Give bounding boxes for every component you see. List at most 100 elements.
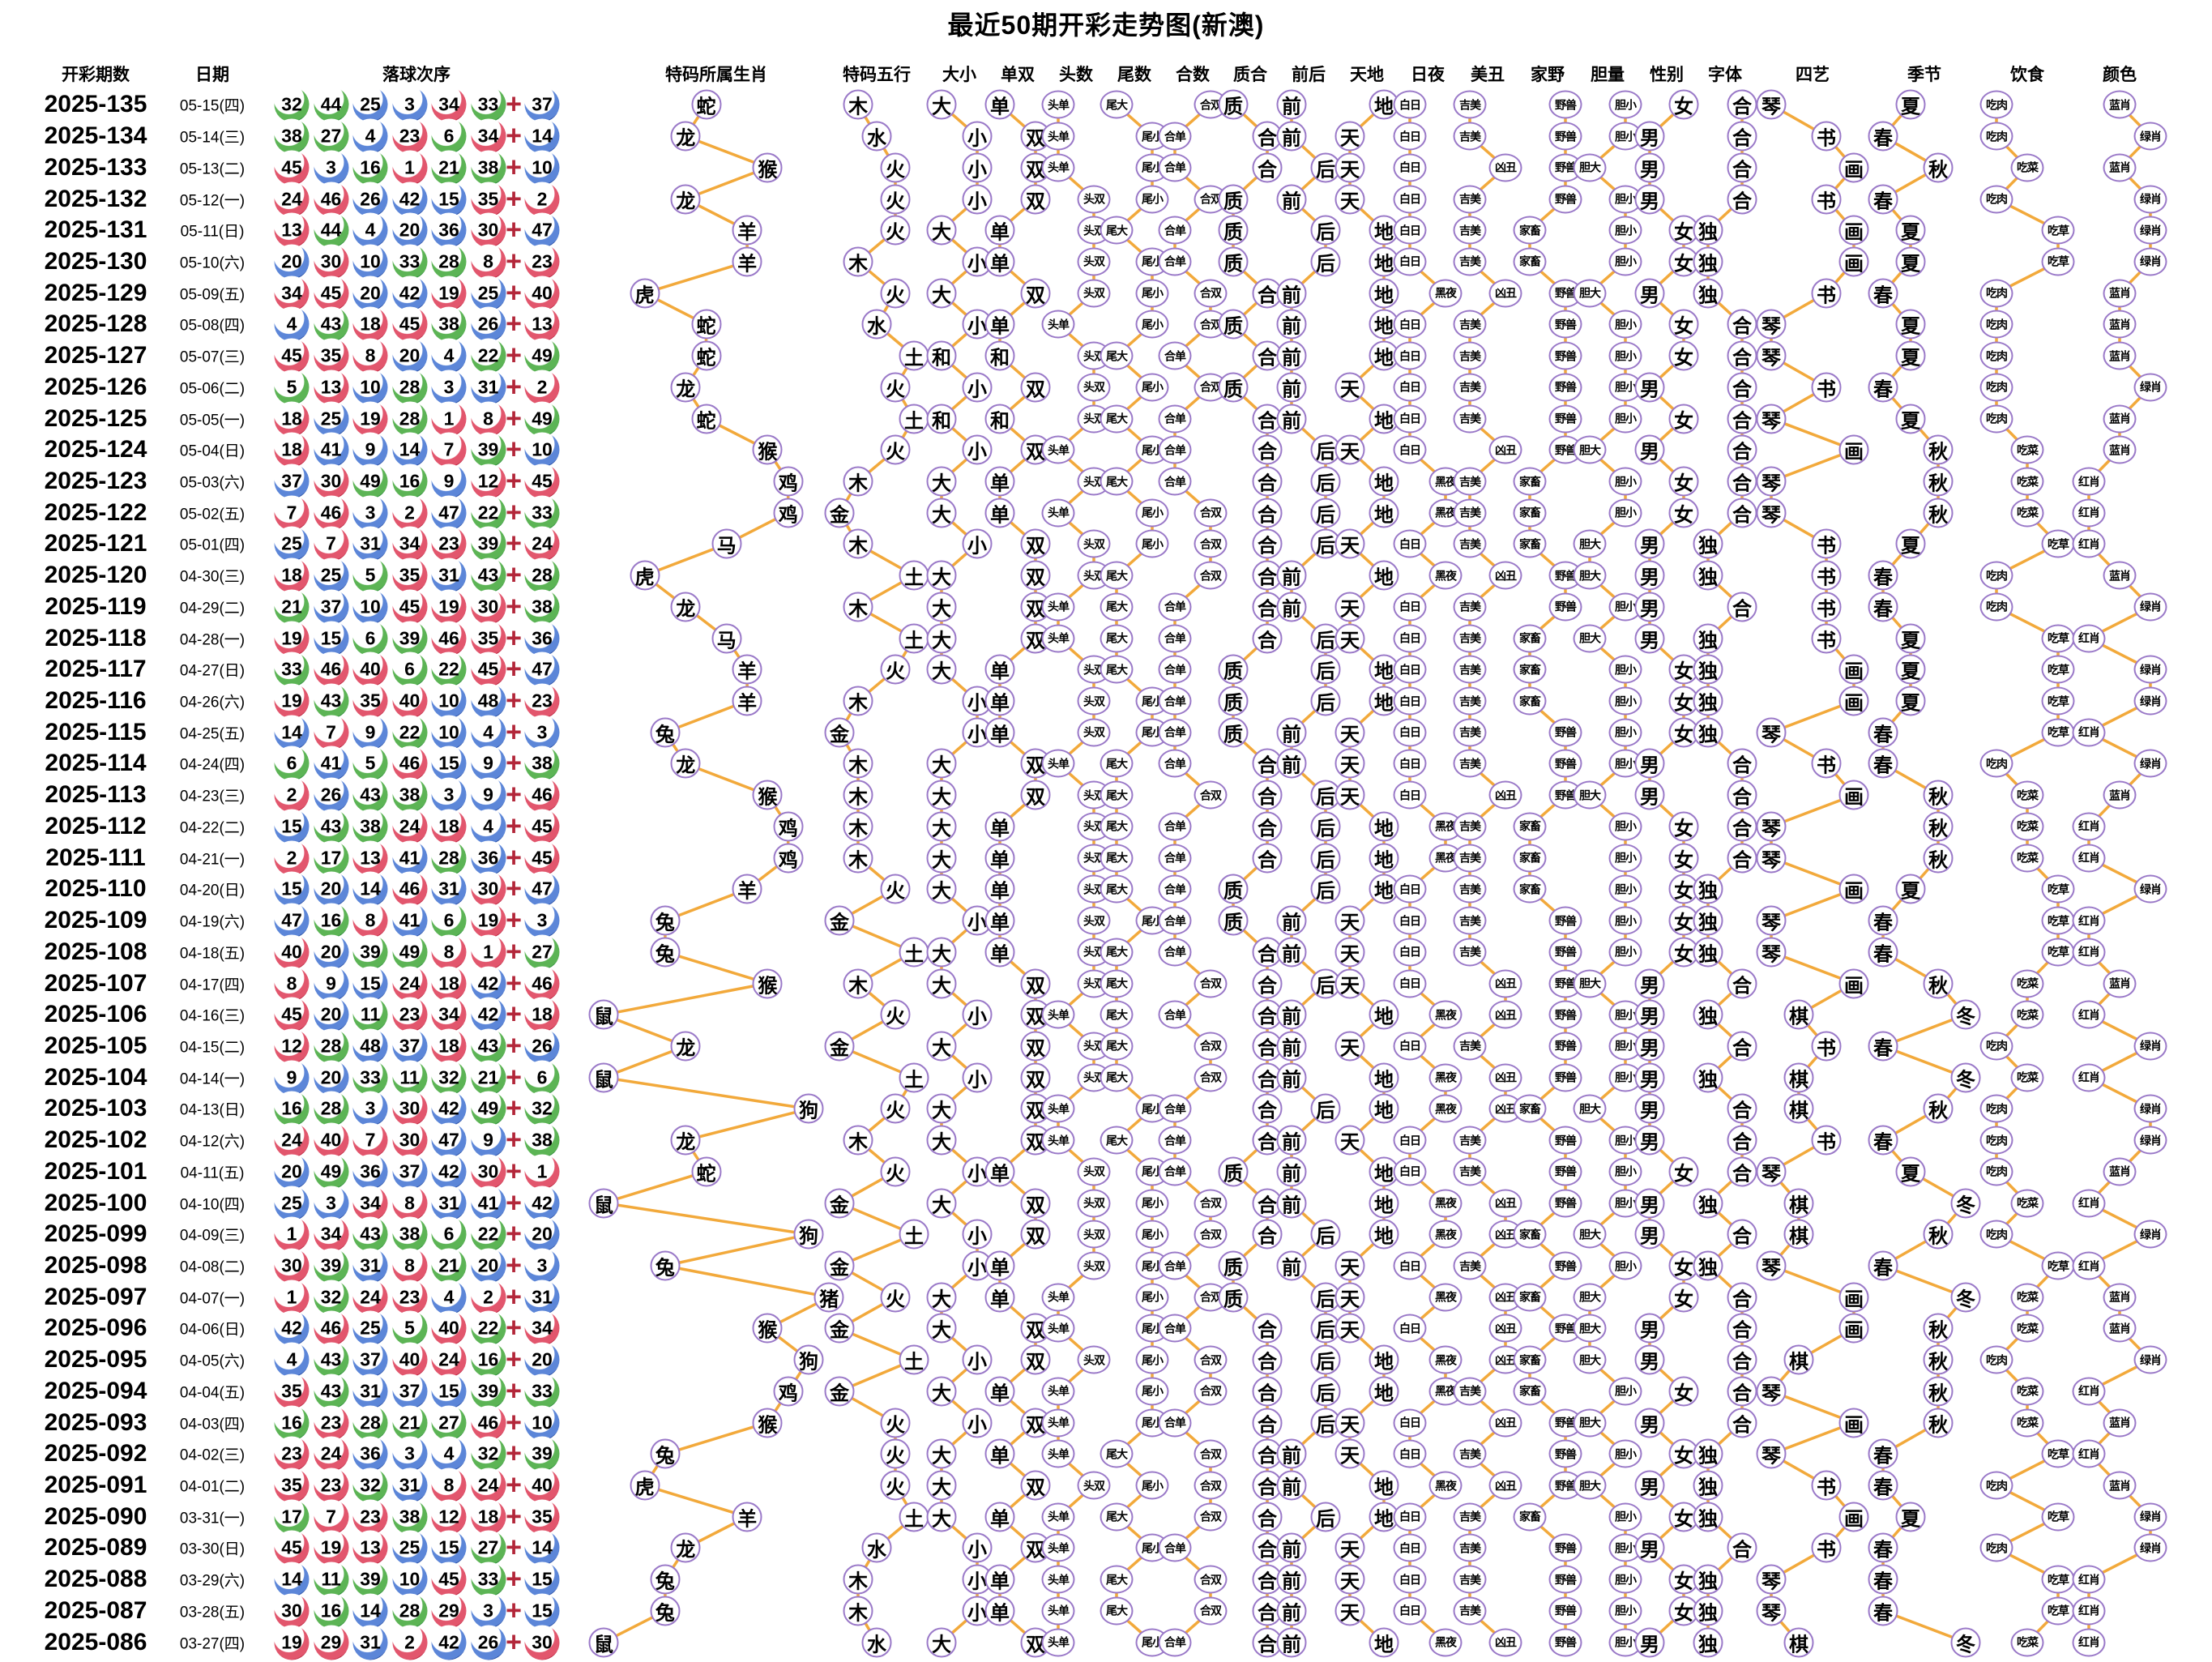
yanse-marker: 蓝肖	[2103, 1283, 2137, 1312]
danliang-marker: 胆小	[1608, 906, 1642, 935]
siyi-marker: 琴	[1756, 717, 1787, 748]
zhihe-marker: 合	[1252, 1438, 1283, 1469]
lottery-ball: 41	[314, 432, 348, 468]
jijie-marker: 秋	[1923, 434, 1954, 465]
qianhou-marker: 前	[1276, 1188, 1307, 1219]
yinshi-marker: 吃草	[2041, 1565, 2075, 1594]
lottery-ball: 5	[392, 1310, 427, 1346]
lottery-ball: 2	[274, 777, 310, 813]
jiaye-marker: 野兽	[1548, 1439, 1582, 1468]
daxiao-marker: 大	[926, 1093, 957, 1124]
jijie-marker: 夏	[1895, 340, 1926, 371]
yanse-marker: 蓝肖	[2103, 310, 2137, 339]
jiaye-marker: 野兽	[1548, 1126, 1582, 1155]
row-period: 2025-116	[45, 687, 147, 715]
tiandi-marker: 天	[1334, 717, 1365, 748]
ziti-marker: 合	[1727, 1031, 1757, 1062]
qianhou-marker: 后	[1310, 811, 1341, 842]
daxiao-marker: 大	[926, 937, 957, 968]
jiaye-marker: 家畜	[1513, 1283, 1547, 1312]
yanse-marker: 绿肖	[2133, 686, 2167, 716]
tiandi-marker: 地	[1369, 811, 1399, 842]
row-date: 05-01(四)	[179, 536, 246, 554]
siyi-marker: 画	[1838, 686, 1869, 716]
plus-icon: +	[506, 1312, 522, 1344]
lottery-ball: 3	[471, 1593, 506, 1629]
element-marker: 土	[899, 560, 929, 591]
special-ball: 20	[524, 1216, 560, 1252]
riye-marker: 白日	[1393, 435, 1427, 464]
row-date: 04-24(四)	[179, 756, 246, 774]
lottery-ball: 41	[392, 840, 427, 876]
daxiao-marker: 大	[926, 215, 957, 246]
element-marker: 火	[880, 184, 911, 215]
jijie-marker: 秋	[1923, 780, 1954, 810]
jijie-marker: 秋	[1923, 152, 1954, 183]
riye-marker: 白日	[1393, 1314, 1427, 1343]
jijie-marker: 夏	[1895, 309, 1926, 340]
heshu-marker: 合单	[1158, 655, 1192, 684]
lottery-ball: 42	[431, 1625, 467, 1660]
element-marker: 木	[843, 1596, 873, 1626]
siyi-marker: 书	[1811, 528, 1842, 559]
lottery-ball: 8	[431, 1468, 467, 1503]
special-ball: 15	[524, 1593, 560, 1629]
riye-marker: 黑夜	[1428, 1283, 1463, 1312]
riye-marker: 白日	[1393, 1596, 1427, 1626]
meichou-marker: 吉美	[1453, 1533, 1487, 1562]
daxiao-marker: 小	[962, 121, 993, 152]
lottery-ball: 8	[352, 338, 388, 374]
riye-marker: 白日	[1393, 718, 1427, 747]
daxiao-marker: 小	[962, 184, 993, 215]
lottery-ball: 19	[471, 903, 506, 938]
heshu-marker: 合单	[1158, 874, 1192, 904]
ziti-marker: 合	[1727, 466, 1757, 497]
jijie-marker: 夏	[1895, 246, 1926, 277]
danliang-marker: 胆大	[1573, 1408, 1607, 1438]
riye-marker: 白日	[1393, 874, 1427, 904]
ziti-marker: 独	[1693, 1596, 1723, 1626]
danshuang-marker: 双	[1020, 1219, 1051, 1250]
zhihe-marker: 合	[1252, 278, 1283, 309]
lottery-ball: 28	[431, 840, 467, 876]
riye-marker: 白日	[1393, 341, 1427, 370]
element-marker: 土	[899, 404, 929, 434]
lottery-ball: 43	[314, 683, 348, 719]
row-period: 2025-133	[44, 153, 147, 181]
meichou-marker: 吉美	[1453, 655, 1487, 684]
daxiao-marker: 大	[926, 1376, 957, 1407]
tiandi-marker: 地	[1369, 1093, 1399, 1124]
plus-icon: +	[506, 810, 522, 842]
row-period: 2025-086	[44, 1628, 147, 1656]
zodiac-marker: 鼠	[588, 1627, 619, 1658]
lottery-ball: 15	[274, 871, 310, 907]
riye-marker: 黑夜	[1428, 1628, 1463, 1657]
weishu-marker: 尾大	[1100, 341, 1134, 370]
weishu-marker: 尾大	[1100, 90, 1134, 119]
lottery-ball: 35	[274, 1468, 310, 1503]
daxiao-marker: 大	[926, 592, 957, 622]
lottery-ball: 47	[274, 903, 310, 938]
plus-icon: +	[506, 1626, 522, 1658]
lottery-ball: 16	[274, 1405, 310, 1441]
jijie-marker: 春	[1868, 717, 1898, 748]
lottery-ball: 4	[352, 118, 388, 154]
ziti-marker: 独	[1693, 528, 1723, 559]
element-marker: 木	[843, 968, 873, 999]
element-marker: 土	[899, 1062, 929, 1093]
ziti-marker: 独	[1693, 560, 1723, 591]
row-period: 2025-130	[44, 247, 147, 275]
plus-icon: +	[506, 1563, 522, 1595]
lottery-ball: 10	[431, 683, 467, 719]
heshu-marker: 合双	[1194, 780, 1228, 810]
lottery-ball: 1	[274, 1216, 310, 1252]
yinshi-marker: 吃菜	[2010, 1377, 2044, 1406]
toushu-marker: 头单	[1041, 1377, 1075, 1406]
row-period: 2025-107	[44, 969, 147, 997]
xingbie-marker: 男	[1634, 1125, 1665, 1156]
heshu-marker: 合双	[1194, 1502, 1228, 1532]
xingbie-marker: 男	[1634, 1344, 1665, 1375]
column-header-yinshi: 饮食	[2010, 66, 2044, 84]
daxiao-marker: 大	[926, 874, 957, 904]
plus-icon: +	[506, 716, 522, 748]
